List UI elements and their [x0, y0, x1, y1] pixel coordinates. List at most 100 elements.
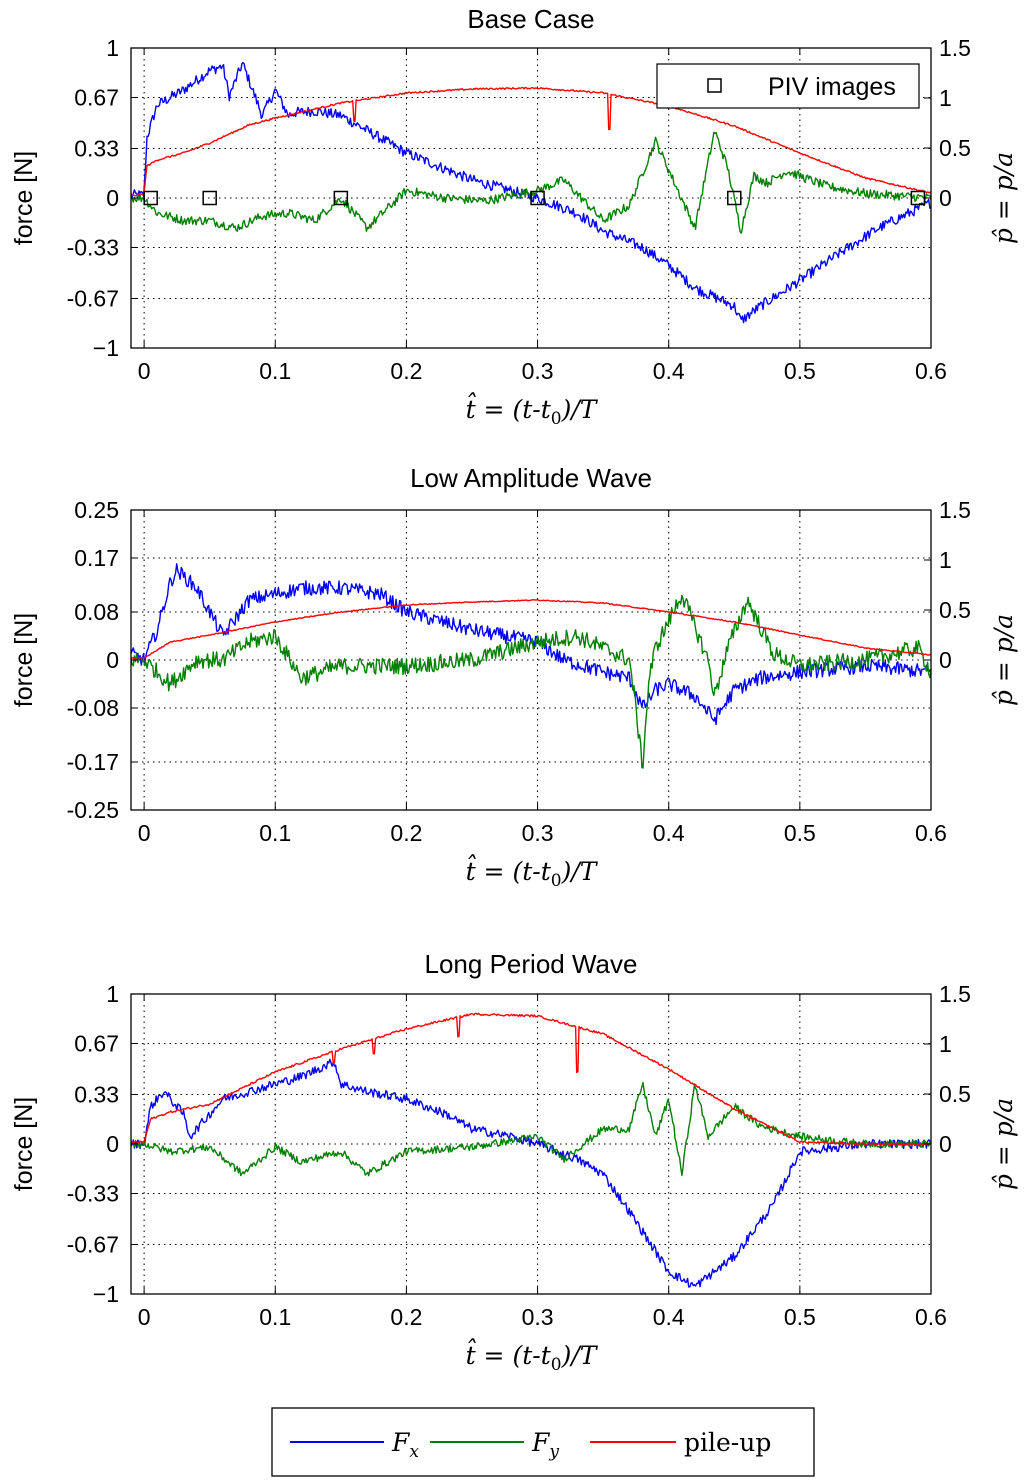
x-tick-label: 0.6: [915, 820, 947, 846]
y2-tick-label: 1: [939, 85, 952, 111]
y2-axis-label: p̂ = p/a: [989, 614, 1018, 706]
series-layer: [130, 563, 932, 769]
y2-tick-label: 0: [939, 647, 952, 673]
y-tick-label: 1: [106, 981, 119, 1007]
series-pile-up-line: [130, 1012, 932, 1146]
series-fy-line: [130, 1081, 932, 1177]
x-tick-label: 0.1: [259, 820, 291, 846]
y-tick-label: -0.25: [67, 797, 119, 823]
panel-low-amplitude: Low Amplitude Wave 0 0.1 0.2 0.3 0.4 0.5 0.6 0.…: [10, 463, 1018, 891]
piv-marker: [202, 190, 217, 206]
y-tick-label: 0.33: [74, 1082, 119, 1108]
x-tick-label: 0.3: [522, 358, 554, 384]
series-layer: [130, 61, 932, 324]
y-tick-label: -0.17: [67, 749, 119, 775]
y-tick-label: 0.67: [74, 1031, 119, 1057]
x-tick-label: 0.2: [390, 1304, 422, 1330]
svg-text:p̂ = p/a: p̂ = p/a: [989, 152, 1018, 244]
x-tick-label: 0.6: [915, 1304, 947, 1330]
y-axis-label: force [N]: [10, 151, 38, 245]
y-tick-label: 0: [106, 1131, 119, 1157]
svg-text:t̂ = (t-t0)/T: t̂ = (t-t0)/T: [466, 393, 599, 429]
y-tick-label: 0.08: [74, 599, 119, 625]
y2-axis-label: p̂ = p/a: [989, 152, 1018, 244]
legend-label-fx: Fx: [391, 1428, 419, 1462]
x-tick-label: 0.2: [390, 820, 422, 846]
svg-text:p̂ = p/a: p̂ = p/a: [989, 1098, 1018, 1190]
piv-marker-swatch: [707, 78, 722, 93]
y2-tick-label: 0: [939, 185, 952, 211]
series-fx-line: [130, 563, 932, 726]
x-tick-label: 0.3: [522, 820, 554, 846]
piv-marker: [727, 190, 742, 206]
y-tick-label: -0.67: [67, 286, 119, 312]
x-axis-label: t̂ = (t-t0)/T: [466, 855, 599, 891]
x-tick-label: 0.4: [653, 820, 685, 846]
x-tick-label: 0.6: [915, 358, 947, 384]
piv-legend: PIV images: [656, 63, 920, 109]
y2-tick-label: 1.5: [939, 497, 971, 523]
y-tick-label: −1: [93, 335, 119, 361]
y2-tick-label: 0.5: [939, 597, 971, 623]
svg-text:t̂ = (t-t0)/T: t̂ = (t-t0)/T: [466, 1339, 599, 1375]
y-tick-label: -0.08: [67, 695, 119, 721]
series-legend: Fx Fy pile-up: [271, 1407, 815, 1477]
piv-legend-label: PIV images: [768, 73, 896, 101]
y2-tick-label: 0.5: [939, 135, 971, 161]
x-tick-label: 0: [138, 358, 151, 384]
y-axis-label: force [N]: [10, 1097, 38, 1191]
y-tick-label: -0.33: [67, 1181, 119, 1207]
x-axis-label: t̂ = (t-t0)/T: [466, 393, 599, 429]
y2-tick-label: 1: [939, 1031, 952, 1057]
x-tick-label: 0: [138, 1304, 151, 1330]
panel-base-case: Base Case 0 0.1 0.2 0.3 0.4 0.5 0.6 1 0.67 0.33 0 -…: [10, 4, 1018, 429]
legend-label-pileup: pile-up: [684, 1428, 771, 1457]
y-tick-label: −1: [93, 1281, 119, 1307]
y-axis-label: force [N]: [10, 613, 38, 707]
x-tick-label: 0.5: [784, 820, 816, 846]
legend-label-fy: Fy: [531, 1428, 559, 1462]
series-fx-line: [130, 1058, 932, 1288]
y2-tick-label: 0: [939, 1131, 952, 1157]
y2-tick-label: 1: [939, 547, 952, 573]
y2-tick-label: 0.5: [939, 1081, 971, 1107]
x-tick-label: 0.5: [784, 1304, 816, 1330]
chart-title: Base Case: [467, 4, 594, 34]
series-pile-up-line: [130, 86, 932, 197]
y2-tick-label: 1.5: [939, 981, 971, 1007]
chart-title: Long Period Wave: [425, 949, 638, 979]
x-axis-label: t̂ = (t-t0)/T: [466, 1339, 599, 1375]
piv-marker: [530, 190, 545, 206]
y-tick-label: -0.33: [67, 235, 119, 261]
svg-text:p̂ = p/a: p̂ = p/a: [989, 614, 1018, 706]
svg-text:t̂ = (t-t0)/T: t̂ = (t-t0)/T: [466, 855, 599, 891]
y2-axis-label: p̂ = p/a: [989, 1098, 1018, 1190]
x-tick-label: 0.1: [259, 1304, 291, 1330]
panel-long-period: Long Period Wave 0 0.1 0.2 0.3 0.4 0.5 0.6 1 0.6…: [10, 949, 1018, 1375]
y-tick-label: 0: [106, 647, 119, 673]
ticks: 0 0.1 0.2 0.3 0.4 0.5 0.6 1 0.67 0.33 0 -0.33 -0.67 −…: [67, 35, 971, 384]
ticks: 0 0.1 0.2 0.3 0.4 0.5 0.6 0.25 0.17 0.08 0 -0.08 -0.…: [67, 497, 971, 846]
y-tick-label: 1: [106, 35, 119, 61]
series-fy-line: [130, 594, 932, 769]
chart-title: Low Amplitude Wave: [410, 463, 652, 493]
series-layer: [130, 1012, 932, 1288]
y-tick-label: 0.33: [74, 136, 119, 162]
ticks: 0 0.1 0.2 0.3 0.4 0.5 0.6 1 0.67 0.33 0 -0.33 -0.67 −…: [67, 981, 971, 1330]
y-tick-label: -0.67: [67, 1232, 119, 1258]
y-tick-label: 0: [106, 185, 119, 211]
y-tick-label: 0.25: [74, 497, 119, 523]
x-tick-label: 0.3: [522, 1304, 554, 1330]
y-tick-label: 0.67: [74, 85, 119, 111]
x-tick-label: 0.4: [653, 358, 685, 384]
y2-tick-label: 1.5: [939, 35, 971, 61]
y-tick-label: 0.17: [74, 545, 119, 571]
x-tick-label: 0.5: [784, 358, 816, 384]
x-tick-label: 0.1: [259, 358, 291, 384]
x-tick-label: 0.2: [390, 358, 422, 384]
series-pile-up-line: [130, 599, 932, 659]
x-tick-label: 0: [138, 820, 151, 846]
piv-marker: [333, 190, 349, 206]
piv-marker: [143, 190, 158, 206]
